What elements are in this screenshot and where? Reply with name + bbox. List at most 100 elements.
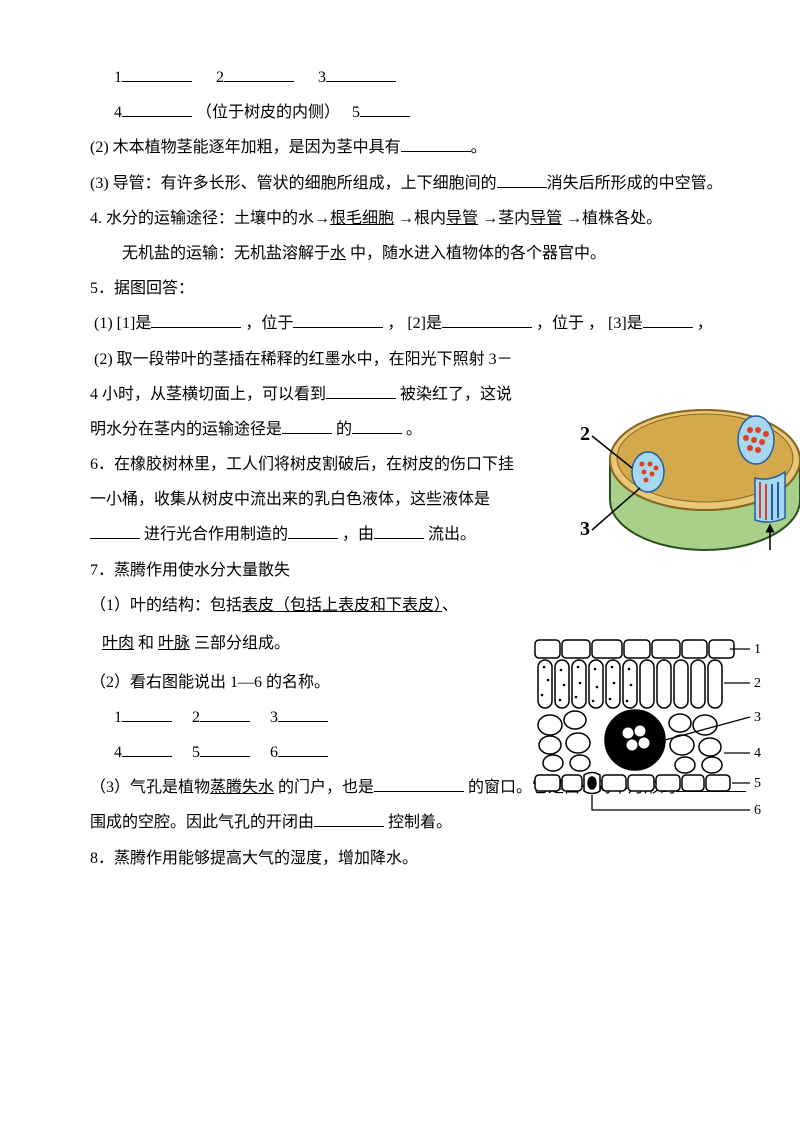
q6d: 流出。 bbox=[428, 526, 476, 543]
label-2: 2 bbox=[216, 69, 224, 86]
bundle-front bbox=[755, 472, 785, 522]
blank bbox=[282, 418, 332, 434]
label-1: 1 bbox=[114, 69, 122, 86]
q4: 4. 水分的运输途径：土壤中的水→根毛细胞 →根内导管 →茎内导管 →植株各处。 bbox=[90, 201, 750, 236]
blank bbox=[122, 66, 192, 82]
q7-wrap: （1）叶的结构：包括表皮（包括上表皮和下表皮）、 叶肉 和 叶脉 三部分组成。 … bbox=[90, 588, 510, 770]
q4-2: →根内 bbox=[398, 210, 446, 227]
q2: (2) 木本植物茎能逐年加粗，是因为茎中具有。 bbox=[90, 130, 750, 165]
lb4: 4 bbox=[114, 744, 122, 761]
blank bbox=[278, 706, 328, 722]
q4-4: →茎内 bbox=[482, 210, 530, 227]
q5-2d: 。 bbox=[406, 421, 422, 438]
stem-label-3: 3 bbox=[580, 518, 590, 540]
q7-3b: 蒸腾失水 bbox=[210, 779, 274, 796]
lb2: 2 bbox=[192, 709, 200, 726]
leaf-l1: 1 bbox=[754, 642, 761, 657]
lb1: 1 bbox=[114, 709, 122, 726]
blank bbox=[643, 312, 693, 328]
q1-note: （位于树皮的内侧） bbox=[196, 104, 340, 121]
blank bbox=[200, 741, 250, 757]
q3b-text: 消失后所形成的中空管。 bbox=[547, 175, 723, 192]
q5-2c: 的 bbox=[336, 421, 352, 438]
leaf-l5: 5 bbox=[754, 776, 761, 791]
blank bbox=[293, 312, 383, 328]
blank bbox=[326, 66, 396, 82]
leaf-diagram: 1 2 3 4 5 6 bbox=[520, 625, 770, 825]
q7-3c: 的门户，也是 bbox=[278, 779, 374, 796]
blank bbox=[90, 523, 140, 539]
q7-2: （2）看右图能说出 1—6 的名称。 bbox=[90, 665, 510, 700]
lower-epidermis bbox=[535, 773, 730, 794]
q5-2: (2) 取一段带叶的茎插在稀释的红墨水中，在阳光下照射 3－4 小时，从茎横切面… bbox=[90, 342, 520, 448]
q6a: 6．在橡胶树林里，工人们将树皮割破后，在树皮的伤口下挂一小桶，收集从树皮中流出来… bbox=[90, 456, 514, 508]
q4-6: →植株各处。 bbox=[566, 210, 662, 227]
q5-1f: ， bbox=[697, 315, 713, 332]
q7-1b: 叶肉 和 叶脉 三部分组成。 bbox=[90, 623, 510, 665]
q5-1: (1) [1]是 ，位于 ， [2]是 ，位于 ， [3]是 ， bbox=[90, 306, 750, 341]
leaf-l3: 3 bbox=[754, 710, 761, 725]
blank bbox=[401, 136, 471, 152]
q7-1a: （1）叶的结构：包括 bbox=[90, 597, 242, 614]
q4b: 无机盐的运输：无机盐溶解于水 中，随水进入植物体的各个器官中。 bbox=[90, 236, 750, 271]
blank bbox=[200, 706, 250, 722]
blank bbox=[122, 101, 192, 117]
q3-text: (3) 导管：有许多长形、管状的细胞所组成，上下细胞间的 bbox=[90, 175, 497, 192]
q7-1g: 三部分组成。 bbox=[194, 635, 290, 652]
blank bbox=[151, 312, 241, 328]
label-3: 3 bbox=[318, 69, 326, 86]
q7-blanks1: 1 2 3 bbox=[90, 700, 510, 735]
blank bbox=[278, 741, 328, 757]
q5-1e: ， [3]是 bbox=[588, 315, 643, 332]
q7-1e: 和 bbox=[138, 635, 154, 652]
upper-epidermis bbox=[535, 640, 734, 658]
blank bbox=[122, 706, 172, 722]
q4a: 4. 水分的运输途径：土壤中的水→ bbox=[90, 210, 330, 227]
q5-2-wrap: (2) 取一段带叶的茎插在稀释的红墨水中，在阳光下照射 3－4 小时，从茎横切面… bbox=[90, 342, 520, 553]
q7-1f: 叶脉 bbox=[158, 635, 190, 652]
q7-3f: 控制着。 bbox=[388, 814, 452, 831]
leaf-l4: 4 bbox=[754, 746, 761, 761]
q7-3e: 围成的空腔。因此气孔的开闭由 bbox=[90, 814, 314, 831]
leaf-l6: 6 bbox=[754, 803, 761, 818]
blank bbox=[122, 741, 172, 757]
palisade bbox=[538, 660, 722, 708]
q5-1c: ， [2]是 bbox=[387, 315, 442, 332]
lb6: 6 bbox=[270, 744, 278, 761]
q6b: 进行光合作用制造的 bbox=[144, 526, 288, 543]
q8: 8．蒸腾作用能够提高大气的湿度，增加降水。 bbox=[90, 841, 750, 876]
blank bbox=[374, 776, 464, 792]
q2-text: (2) 木本植物茎能逐年加粗，是因为茎中具有 bbox=[90, 139, 401, 156]
blank bbox=[497, 172, 547, 188]
q7-1: （1）叶的结构：包括表皮（包括上表皮和下表皮）、 bbox=[90, 588, 510, 623]
q1-line2: 4 （位于树皮的内侧） 5 bbox=[90, 95, 750, 130]
q5: 5．据图回答： bbox=[90, 271, 750, 306]
lb3: 3 bbox=[270, 709, 278, 726]
stem-diagram: 2 3 bbox=[570, 390, 800, 580]
label-5: 5 bbox=[352, 104, 360, 121]
q4b-ans: 水 bbox=[330, 245, 346, 262]
q1-line1: 1 2 3 bbox=[90, 60, 750, 95]
blank bbox=[288, 523, 338, 539]
blank bbox=[326, 383, 396, 399]
blank bbox=[314, 811, 384, 827]
q7-3a: （3）气孔是植物 bbox=[90, 779, 210, 796]
q4b1: 无机盐的运输：无机盐溶解于 bbox=[122, 245, 330, 262]
leaf-l2: 2 bbox=[754, 676, 761, 691]
stem-label-2: 2 bbox=[580, 423, 590, 445]
q4-ans3: 导管 bbox=[530, 210, 562, 227]
q6: 6．在橡胶树林里，工人们将树皮割破后，在树皮的伤口下挂一小桶，收集从树皮中流出来… bbox=[90, 447, 520, 553]
blank bbox=[360, 101, 410, 117]
q4b3: 中，随水进入植物体的各个器官中。 bbox=[350, 245, 606, 262]
bundle-left bbox=[632, 452, 664, 492]
q5-1a: (1) [1]是 bbox=[94, 315, 151, 332]
lb5: 5 bbox=[192, 744, 200, 761]
blank bbox=[352, 418, 402, 434]
blank bbox=[224, 66, 294, 82]
q7-blanks2: 4 5 6 bbox=[90, 735, 510, 770]
blank bbox=[374, 523, 424, 539]
q5-1b: ，位于 bbox=[245, 315, 293, 332]
q4-ans2: 导管 bbox=[446, 210, 478, 227]
q3: (3) 导管：有许多长形、管状的细胞所组成，上下细胞间的 消失后所形成的中空管。 bbox=[90, 166, 750, 201]
q7-1d: 叶肉 bbox=[102, 635, 134, 652]
